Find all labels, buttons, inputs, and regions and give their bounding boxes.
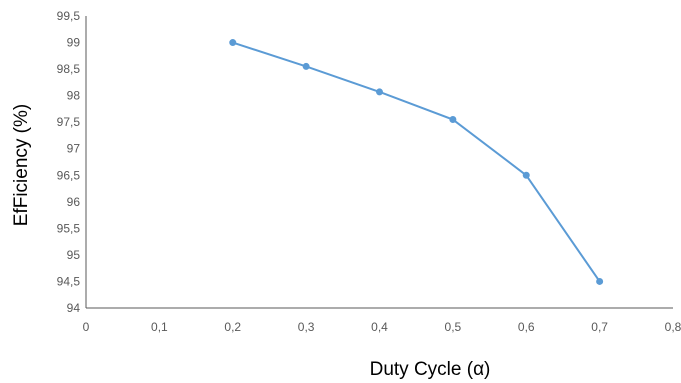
data-point xyxy=(522,171,530,179)
x-axis-title: Duty Cycle (α) xyxy=(370,359,491,380)
data-point xyxy=(229,39,237,47)
series-group xyxy=(229,39,604,285)
y-axis-title: EfFiciency (%) xyxy=(11,104,32,226)
axes xyxy=(85,16,673,309)
x-tick-label: 0,6 xyxy=(518,320,535,334)
x-tick-label: 0,7 xyxy=(591,320,608,334)
x-tick-label: 0,1 xyxy=(151,320,168,334)
data-point xyxy=(596,277,604,285)
x-tick-label: 0,4 xyxy=(371,320,388,334)
x-tick-label: 0,2 xyxy=(224,320,241,334)
data-point xyxy=(376,88,383,96)
x-tick-labels: 0 0,1 0,2 0,3 0,4 0,5 0,6 0,7 0,8 xyxy=(83,320,681,334)
y-tick-label: 99,5 xyxy=(57,9,81,23)
x-tick-label: 0,3 xyxy=(298,320,315,334)
data-point xyxy=(302,62,310,70)
y-tick-label: 96,5 xyxy=(57,168,81,182)
y-tick-label: 97,5 xyxy=(57,115,81,129)
y-tick-label: 94 xyxy=(67,301,81,315)
y-tick-label: 98 xyxy=(67,89,81,103)
x-tick-label: 0,5 xyxy=(445,320,462,334)
x-tick-label: 0 xyxy=(83,320,90,334)
y-tick-labels: 94 94,5 95 95,5 96 96,5 97 97,5 98 98,5 99 99,5 xyxy=(57,9,81,315)
y-tick-label: 97 xyxy=(67,142,81,156)
y-tick-label: 95 xyxy=(67,248,81,262)
x-tick-label: 0,8 xyxy=(665,320,681,334)
y-tick-label: 98,5 xyxy=(57,62,81,76)
y-tick-label: 96 xyxy=(67,195,81,209)
data-point xyxy=(449,116,457,124)
y-tick-label: 95,5 xyxy=(57,221,81,235)
y-tick-label: 99 xyxy=(67,36,81,50)
series-line xyxy=(232,41,601,283)
y-tick-label: 94,5 xyxy=(57,274,81,288)
